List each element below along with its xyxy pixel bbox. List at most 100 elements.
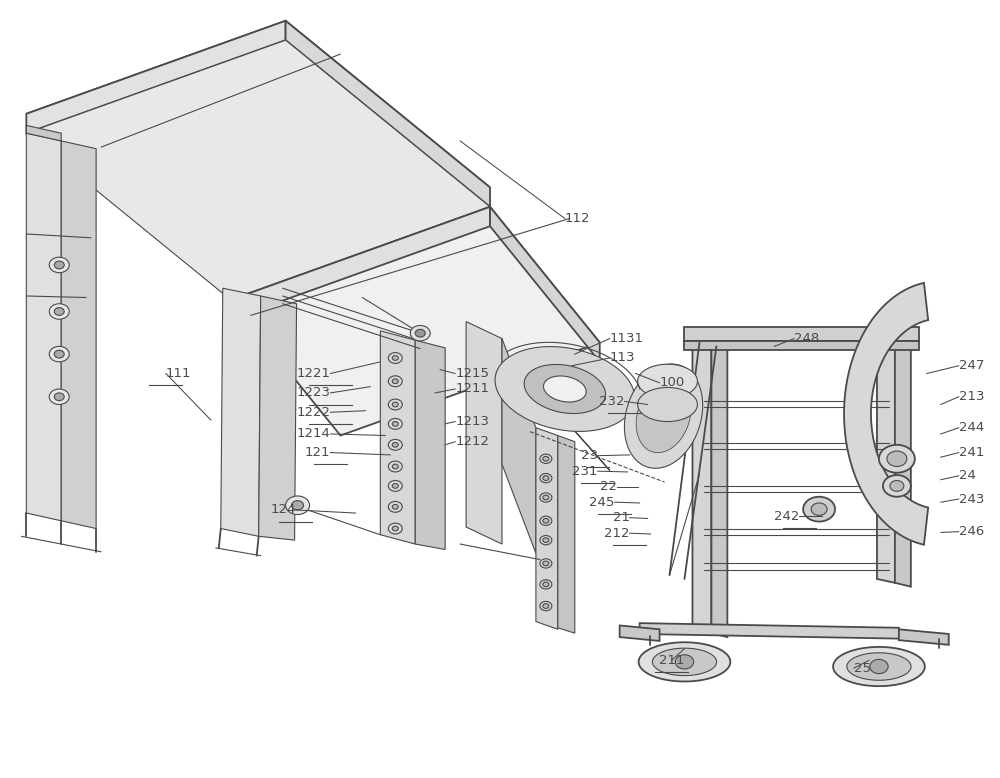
Circle shape bbox=[392, 402, 398, 407]
Polygon shape bbox=[61, 141, 96, 528]
Text: 213: 213 bbox=[959, 391, 984, 403]
Circle shape bbox=[410, 325, 430, 341]
Text: 231: 231 bbox=[572, 464, 598, 478]
Circle shape bbox=[392, 484, 398, 489]
Polygon shape bbox=[231, 207, 490, 319]
Polygon shape bbox=[26, 125, 61, 141]
Text: 243: 243 bbox=[959, 492, 984, 506]
Polygon shape bbox=[636, 380, 691, 453]
Polygon shape bbox=[231, 207, 600, 436]
Polygon shape bbox=[495, 346, 635, 432]
Polygon shape bbox=[26, 21, 490, 280]
Circle shape bbox=[292, 500, 304, 510]
Ellipse shape bbox=[638, 387, 697, 422]
Text: 21: 21 bbox=[613, 511, 630, 524]
Text: 22: 22 bbox=[600, 480, 617, 493]
Circle shape bbox=[811, 503, 827, 515]
Text: 111: 111 bbox=[166, 367, 191, 380]
Polygon shape bbox=[26, 133, 61, 520]
Text: 248: 248 bbox=[794, 332, 819, 345]
Polygon shape bbox=[652, 648, 717, 675]
Circle shape bbox=[543, 457, 549, 461]
Text: 241: 241 bbox=[959, 446, 984, 459]
Polygon shape bbox=[684, 341, 919, 350]
Circle shape bbox=[883, 475, 911, 497]
Circle shape bbox=[392, 526, 398, 531]
Circle shape bbox=[879, 445, 915, 473]
Circle shape bbox=[392, 504, 398, 509]
Text: 113: 113 bbox=[610, 352, 635, 364]
Polygon shape bbox=[502, 338, 536, 553]
Circle shape bbox=[415, 329, 425, 337]
Polygon shape bbox=[26, 21, 286, 133]
Text: 211: 211 bbox=[659, 654, 684, 667]
Circle shape bbox=[54, 393, 64, 401]
Circle shape bbox=[392, 422, 398, 426]
Text: 25: 25 bbox=[854, 661, 871, 675]
Circle shape bbox=[543, 582, 549, 587]
Text: 1131: 1131 bbox=[610, 332, 644, 345]
Text: 1222: 1222 bbox=[296, 406, 330, 419]
Circle shape bbox=[887, 451, 907, 467]
Circle shape bbox=[392, 443, 398, 447]
Text: 1212: 1212 bbox=[455, 435, 489, 448]
Circle shape bbox=[543, 604, 549, 608]
Circle shape bbox=[49, 258, 69, 273]
Circle shape bbox=[392, 464, 398, 469]
Polygon shape bbox=[558, 436, 575, 633]
Circle shape bbox=[54, 307, 64, 315]
Polygon shape bbox=[524, 364, 605, 414]
Text: 1223: 1223 bbox=[296, 387, 330, 399]
Polygon shape bbox=[847, 653, 911, 680]
Text: 1211: 1211 bbox=[455, 383, 489, 395]
Circle shape bbox=[54, 350, 64, 358]
Text: 100: 100 bbox=[660, 377, 685, 389]
Text: 1221: 1221 bbox=[296, 367, 330, 380]
Polygon shape bbox=[640, 623, 899, 639]
Circle shape bbox=[675, 655, 694, 669]
Circle shape bbox=[49, 303, 69, 319]
Text: 232: 232 bbox=[599, 395, 625, 408]
Text: 242: 242 bbox=[774, 510, 799, 523]
Text: 23: 23 bbox=[581, 449, 598, 462]
Polygon shape bbox=[620, 626, 660, 641]
Text: 1215: 1215 bbox=[455, 367, 489, 380]
Polygon shape bbox=[684, 327, 919, 341]
Polygon shape bbox=[833, 647, 925, 686]
Polygon shape bbox=[692, 331, 711, 633]
Polygon shape bbox=[221, 288, 261, 536]
Text: 24: 24 bbox=[959, 469, 976, 482]
Text: 112: 112 bbox=[565, 212, 590, 225]
Polygon shape bbox=[639, 643, 730, 682]
Polygon shape bbox=[543, 376, 586, 402]
Circle shape bbox=[890, 481, 904, 492]
Polygon shape bbox=[877, 331, 895, 583]
Text: 1213: 1213 bbox=[455, 415, 489, 428]
Text: 246: 246 bbox=[959, 525, 984, 538]
Circle shape bbox=[49, 346, 69, 362]
Text: 247: 247 bbox=[959, 359, 984, 372]
Text: 245: 245 bbox=[589, 496, 615, 509]
Polygon shape bbox=[26, 40, 490, 300]
Polygon shape bbox=[624, 364, 703, 468]
Circle shape bbox=[54, 261, 64, 269]
Text: 212: 212 bbox=[604, 527, 630, 540]
Circle shape bbox=[870, 660, 888, 674]
Polygon shape bbox=[380, 331, 415, 544]
Polygon shape bbox=[638, 364, 697, 398]
Text: 124: 124 bbox=[270, 503, 296, 517]
Polygon shape bbox=[895, 335, 911, 587]
Polygon shape bbox=[415, 340, 445, 549]
Polygon shape bbox=[899, 629, 949, 645]
Polygon shape bbox=[259, 296, 297, 540]
Polygon shape bbox=[286, 21, 490, 207]
Circle shape bbox=[392, 379, 398, 384]
Circle shape bbox=[543, 538, 549, 542]
Circle shape bbox=[543, 561, 549, 566]
Polygon shape bbox=[466, 321, 502, 544]
Text: 244: 244 bbox=[959, 421, 984, 434]
Polygon shape bbox=[510, 358, 610, 471]
Text: 121: 121 bbox=[305, 446, 330, 459]
Circle shape bbox=[286, 496, 310, 514]
Text: 1214: 1214 bbox=[297, 427, 330, 440]
